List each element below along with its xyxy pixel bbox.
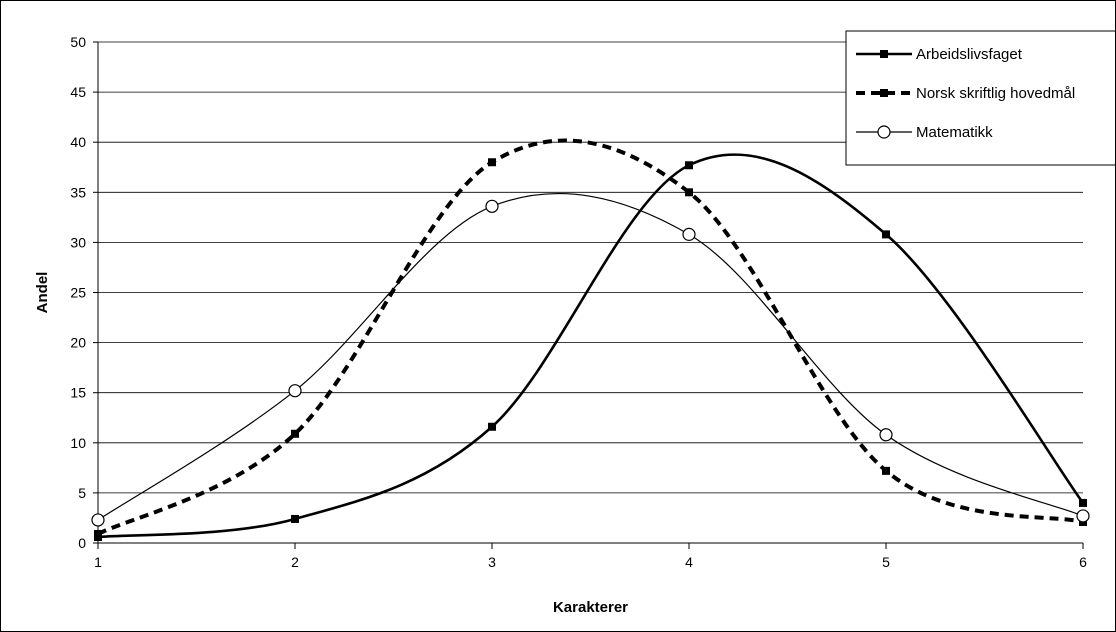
series-line	[97, 138, 1084, 536]
data-point	[685, 188, 693, 197]
data-point	[882, 230, 890, 239]
axes	[93, 41, 1084, 549]
legend-items: Arbeidslivsfaget Norsk skriftlig hovedmål…	[856, 46, 1075, 141]
y-tick-label: 35	[70, 184, 86, 200]
legend-swatch-marker	[880, 89, 888, 97]
x-tick-label: 2	[291, 554, 299, 570]
x-tick-label: 3	[488, 554, 496, 570]
y-tick-label: 15	[70, 385, 86, 401]
data-point	[91, 513, 105, 527]
y-tick-label: 20	[70, 335, 86, 351]
y-axis-title: Andel	[34, 272, 51, 314]
legend-item: Arbeidslivsfaget	[856, 46, 1023, 63]
data-point	[1079, 498, 1087, 507]
y-tick-label: 5	[78, 485, 86, 501]
data-point	[291, 429, 299, 438]
series-line	[97, 153, 1085, 539]
data-point	[685, 161, 693, 170]
y-tick-label: 45	[70, 84, 86, 100]
legend-item: Norsk skriftlig hovedmål	[856, 85, 1075, 102]
data-point	[288, 384, 302, 398]
data-point	[291, 514, 299, 523]
data-point	[485, 199, 499, 213]
data-point	[879, 428, 893, 442]
legend-item: Matematikk	[856, 124, 993, 141]
series-line	[97, 192, 1084, 521]
x-tick-label: 4	[685, 554, 693, 570]
y-tick-label: 25	[70, 285, 86, 301]
series-0	[94, 153, 1087, 541]
x-axis-title: Karakterer	[553, 599, 628, 616]
x-tick-label: 5	[882, 554, 890, 570]
y-tick-label: 10	[70, 435, 86, 451]
y-tick-label: 0	[78, 535, 86, 551]
y-tick-label: 30	[70, 234, 86, 250]
series-lines	[91, 138, 1090, 541]
legend-label: Arbeidslivsfaget	[916, 46, 1023, 63]
data-point	[488, 158, 496, 167]
x-tick-label: 1	[94, 554, 102, 570]
legend-swatch-marker	[877, 125, 891, 139]
legend-label: Norsk skriftlig hovedmål	[916, 85, 1075, 102]
data-point	[882, 466, 890, 475]
legend: Arbeidslivsfaget Norsk skriftlig hovedmål…	[845, 30, 1115, 166]
x-tick-labels: 1 2 3 4 5 6	[94, 554, 1087, 570]
legend-label: Matematikk	[916, 124, 993, 141]
data-point	[1076, 509, 1090, 523]
data-point	[488, 422, 496, 431]
legend-swatch-marker	[880, 50, 888, 58]
y-tick-label: 40	[70, 134, 86, 150]
data-point	[94, 529, 102, 538]
y-tick-labels: 0 5 10 15 20 25 30 35 40 45 50	[70, 34, 86, 551]
x-tick-label: 6	[1079, 554, 1087, 570]
y-tick-label: 50	[70, 34, 86, 50]
series-2	[91, 192, 1090, 527]
series-1	[94, 138, 1087, 538]
data-point	[682, 227, 696, 241]
